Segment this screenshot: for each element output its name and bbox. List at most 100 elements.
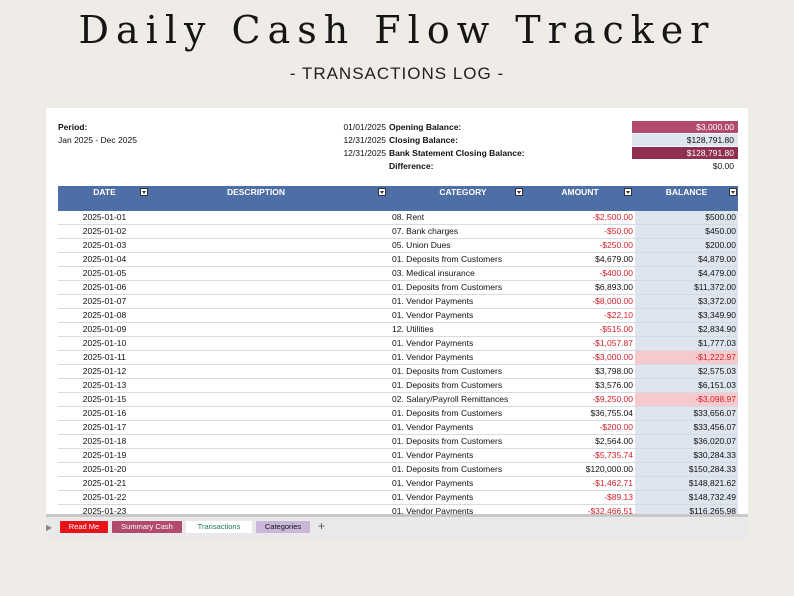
cell-date[interactable]: 2025-01-06 (82, 282, 127, 292)
cell-date[interactable]: 2025-01-21 (82, 478, 127, 488)
cell-date[interactable]: 2025-01-05 (82, 268, 127, 278)
cell-amount[interactable]: -$9,250.00 (592, 394, 633, 404)
table-row[interactable]: 2025-01-18 01. Deposits from Customers $2,… (58, 435, 738, 449)
cell-category[interactable]: 07. Bank charges (392, 226, 459, 236)
table-row[interactable]: 2025-01-07 01. Vendor Payments -$8,000.00 $… (58, 295, 738, 309)
table-row[interactable]: 2025-01-21 01. Vendor Payments -$1,462.71 $… (58, 477, 738, 491)
table-row[interactable]: 2025-01-03 05. Union Dues -$250.00 $200.00 (58, 239, 738, 253)
tab-read-me[interactable]: Read Me (60, 521, 108, 533)
table-row[interactable]: 2025-01-17 01. Vendor Payments -$200.00 $33… (58, 421, 738, 435)
cell-amount[interactable]: $120,000.00 (585, 464, 633, 474)
cell-category[interactable]: 01. Vendor Payments (392, 352, 474, 362)
cell-date[interactable]: 2025-01-11 (83, 352, 126, 362)
opening-balance-value[interactable]: $3,000.00 (632, 121, 738, 133)
table-row[interactable]: 2025-01-05 03. Medical insurance -$400.00 $… (58, 267, 738, 281)
table-row[interactable]: 2025-01-19 01. Vendor Payments -$5,735.74 $… (58, 449, 738, 463)
cell-amount[interactable]: $2,564.00 (595, 436, 633, 446)
cell-amount[interactable]: -$22.10 (604, 310, 633, 320)
cell-amount[interactable]: -$515.00 (599, 324, 633, 334)
cell-date[interactable]: 2025-01-04 (82, 254, 127, 264)
cell-category[interactable]: 01. Deposits from Customers (392, 254, 503, 264)
cell-date[interactable]: 2025-01-15 (82, 394, 127, 404)
cell-amount[interactable]: $6,893.00 (595, 282, 633, 292)
dropdown-filter-icon[interactable] (515, 188, 523, 196)
cell-date[interactable]: 2025-01-03 (82, 240, 127, 250)
cell-category[interactable]: 01. Vendor Payments (392, 506, 474, 516)
cell-date[interactable]: 2025-01-13 (82, 380, 127, 390)
cell-category[interactable]: 01. Vendor Payments (392, 310, 474, 320)
cell-amount[interactable]: -$3,000.00 (592, 352, 633, 362)
cell-category[interactable]: 01. Deposits from Customers (392, 408, 503, 418)
cell-category[interactable]: 01. Vendor Payments (392, 492, 474, 502)
cell-category[interactable]: 01. Vendor Payments (392, 296, 474, 306)
table-row[interactable]: 2025-01-04 01. Deposits from Customers $4,… (58, 253, 738, 267)
cell-category[interactable]: 01. Vendor Payments (392, 422, 474, 432)
table-row[interactable]: 2025-01-16 01. Deposits from Customers $36… (58, 407, 738, 421)
cell-date[interactable]: 2025-01-07 (82, 296, 127, 306)
cell-category[interactable]: 01. Vendor Payments (392, 450, 474, 460)
cell-amount[interactable]: -$200.00 (599, 422, 633, 432)
cell-date[interactable]: 2025-01-20 (82, 464, 127, 474)
cell-date[interactable]: 2025-01-10 (82, 338, 127, 348)
dropdown-filter-icon[interactable] (140, 188, 148, 196)
cell-amount[interactable]: -$89.13 (604, 492, 633, 502)
cell-amount[interactable]: $3,798.00 (595, 366, 633, 376)
cell-amount[interactable]: -$8,000.00 (592, 296, 633, 306)
plus-icon[interactable]: + (318, 519, 326, 533)
table-row[interactable]: 2025-01-15 02. Salary/Payroll Remittances… (58, 393, 738, 407)
cell-amount[interactable]: -$1,462.71 (592, 478, 633, 488)
cell-amount[interactable]: $36,755.04 (590, 408, 633, 418)
cell-category[interactable]: 01. Deposits from Customers (392, 282, 503, 292)
cell-date[interactable]: 2025-01-22 (82, 492, 127, 502)
table-row[interactable]: 2025-01-09 12. Utilities -$515.00 $2,834.90 (58, 323, 738, 337)
cell-amount[interactable]: $3,576.00 (595, 380, 633, 390)
cell-date[interactable]: 2025-01-09 (82, 324, 127, 334)
triangle-right-icon[interactable]: ▶ (46, 523, 53, 532)
cell-date[interactable]: 2025-01-08 (82, 310, 127, 320)
cell-category[interactable]: 01. Vendor Payments (392, 478, 474, 488)
cell-amount[interactable]: -$32,466.51 (587, 506, 633, 516)
bank-closing-balance-value[interactable]: $128,791.80 (632, 147, 738, 159)
cell-category[interactable]: 05. Union Dues (392, 240, 451, 250)
cell-category[interactable]: 03. Medical insurance (392, 268, 475, 278)
cell-date[interactable]: 2025-01-12 (82, 366, 127, 376)
cell-category[interactable]: 02. Salary/Payroll Remittances (392, 394, 509, 404)
cell-date[interactable]: 2025-01-23 (82, 506, 127, 516)
cell-date[interactable]: 2025-01-01 (82, 212, 127, 222)
tab-transactions[interactable]: Transactions (186, 521, 252, 533)
table-row[interactable]: 2025-01-12 01. Deposits from Customers $3,… (58, 365, 738, 379)
table-row[interactable]: 2025-01-08 01. Vendor Payments -$22.10 $3,3… (58, 309, 738, 323)
cell-date[interactable]: 2025-01-19 (82, 450, 127, 460)
cell-amount[interactable]: -$1,057.87 (592, 338, 633, 348)
table-row[interactable]: 2025-01-11 01. Vendor Payments -$3,000.00-… (58, 351, 738, 365)
table-row[interactable]: 2025-01-13 01. Deposits from Customers $3,… (58, 379, 738, 393)
cell-amount[interactable]: -$250.00 (599, 240, 633, 250)
dropdown-filter-icon[interactable] (624, 188, 632, 196)
cell-category[interactable]: 01. Deposits from Customers (392, 436, 503, 446)
cell-date[interactable]: 2025-01-02 (82, 226, 127, 236)
cell-category[interactable]: 12. Utilities (392, 324, 434, 334)
cell-category[interactable]: 01. Deposits from Customers (392, 366, 503, 376)
table-row[interactable]: 2025-01-02 07. Bank charges -$50.00 $450.00 (58, 225, 738, 239)
table-row[interactable]: 2025-01-22 01. Vendor Payments -$89.13 $148… (58, 491, 738, 505)
cell-date[interactable]: 2025-01-17 (82, 422, 127, 432)
table-row[interactable]: 2025-01-10 01. Vendor Payments -$1,057.87 $… (58, 337, 738, 351)
cell-category[interactable]: 01. Deposits from Customers (392, 464, 503, 474)
cell-date[interactable]: 2025-01-18 (82, 436, 127, 446)
tab-categories[interactable]: Categories (256, 521, 310, 533)
cell-category[interactable]: 01. Vendor Payments (392, 338, 474, 348)
table-row[interactable]: 2025-01-06 01. Deposits from Customers $6,… (58, 281, 738, 295)
cell-amount[interactable]: -$5,735.74 (592, 450, 633, 460)
cell-date[interactable]: 2025-01-16 (82, 408, 127, 418)
cell-category[interactable]: 08. Rent (392, 212, 425, 222)
cell-amount[interactable]: -$2,500.00 (592, 212, 633, 222)
cell-category[interactable]: 01. Deposits from Customers (392, 380, 503, 390)
dropdown-filter-icon[interactable] (729, 188, 737, 196)
table-row[interactable]: 2025-01-20 01. Deposits from Customers $12… (58, 463, 738, 477)
cell-amount[interactable]: -$50.00 (604, 226, 633, 236)
tab-summary-cash[interactable]: Summary Cash (112, 521, 182, 533)
cell-amount[interactable]: $4,679.00 (595, 254, 633, 264)
cell-amount[interactable]: -$400.00 (599, 268, 633, 278)
table-row[interactable]: 2025-01-01 08. Rent -$2,500.00 $500.00 (58, 211, 738, 225)
dropdown-filter-icon[interactable] (378, 188, 386, 196)
